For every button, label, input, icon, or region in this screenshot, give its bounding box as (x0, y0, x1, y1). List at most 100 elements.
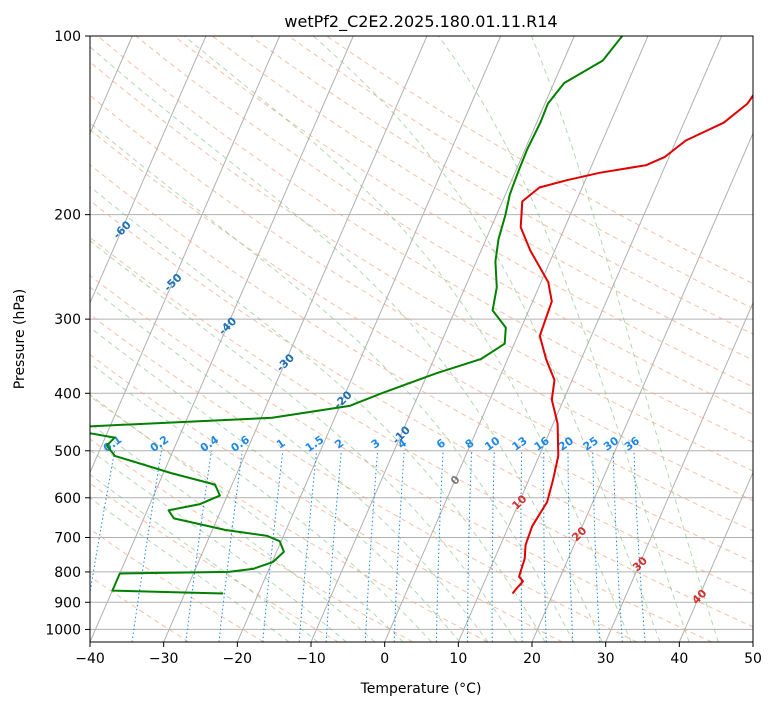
moist-adiabat-line (530, 36, 719, 642)
y-tick-label: 800 (54, 565, 81, 581)
mixing-ratio-label: 0.4 (198, 433, 222, 455)
mixing-ratio-line (491, 450, 495, 642)
mixing-ratio-line (612, 450, 623, 642)
y-tick-label: 600 (54, 491, 81, 507)
dry-adiabat-label: -80 (2, 129, 25, 152)
mixing-ratio-line (592, 450, 601, 642)
dry-adiabat-line (90, 482, 339, 642)
isotherm-line (752, 640, 753, 642)
dry-adiabat-line (250, 36, 753, 335)
moist-adiabat-line (90, 473, 319, 642)
y-tick-label: 300 (54, 312, 81, 328)
dry-adiabat-line (288, 36, 753, 310)
dry-adiabat-label: -10 (390, 423, 413, 446)
y-axis: 100 200 300 400 500 600 700 800 900 1000 (45, 29, 90, 638)
mixing-ratio-line (298, 450, 318, 642)
dry-adiabat-line (135, 36, 753, 415)
mixing-ratio-line (185, 450, 212, 642)
y-tick-label: 200 (54, 208, 81, 224)
isotherm-line (531, 132, 753, 642)
dry-adiabat-line (90, 128, 753, 532)
mixing-ratio-line (520, 450, 523, 642)
background-lines (0, 36, 753, 642)
x-tick-label: 40 (670, 651, 688, 667)
profile-series (90, 36, 753, 595)
dry-adiabat-line (90, 164, 753, 563)
dry-adiabat-line (90, 274, 712, 642)
moist-adiabat-line (312, 36, 661, 642)
mixing-ratio-line (393, 450, 405, 642)
dewpoint-line (90, 36, 623, 595)
y-tick-label: 400 (54, 386, 81, 402)
dry-adiabat-label: -50 (161, 271, 184, 294)
y-tick-label: 900 (54, 595, 81, 611)
x-tick-label: 10 (449, 651, 467, 667)
temperature-line (511, 93, 753, 595)
mixing-ratio-line (218, 450, 243, 642)
x-tick-label: −30 (149, 651, 179, 667)
moist-adiabat-line (90, 449, 347, 642)
isotherm-line (605, 301, 753, 642)
moist-adiabat-line (90, 240, 517, 642)
moist-adiabat-line (183, 36, 632, 642)
isotherm-line (457, 36, 723, 642)
moist-adiabat-line (90, 286, 489, 642)
y-tick-label: 1000 (45, 622, 81, 638)
x-tick-label: 30 (597, 651, 615, 667)
x-tick-label: 20 (523, 651, 541, 667)
dry-adiabat-label: -40 (216, 314, 239, 337)
y-tick-label: 700 (54, 531, 81, 547)
x-tick-label: −10 (296, 651, 326, 667)
mixing-ratio-label: 2 (333, 436, 347, 451)
mixing-ratio-line (633, 450, 646, 642)
dry-adiabat-line (173, 36, 753, 388)
chart-title: wetPf2_C2E2.2025.180.01.11.R14 (284, 12, 557, 32)
dry-adiabat-line (211, 36, 753, 361)
dry-adiabat-line (90, 313, 638, 642)
y-tick-label: 100 (54, 29, 81, 45)
isotherm-line (0, 36, 59, 642)
mixing-ratio-line (325, 450, 342, 642)
mixing-ratio-line (435, 450, 444, 642)
isotherm-line (90, 36, 354, 642)
mixing-ratio-line (364, 450, 379, 642)
isotherm-line (384, 36, 649, 642)
moist-adiabat-line (90, 497, 290, 642)
dry-adiabat-line (90, 354, 563, 642)
moist-adiabat-line (90, 362, 432, 642)
moist-adiabat-line (90, 186, 546, 642)
mixing-ratio-line (567, 450, 574, 642)
isotherm-line (90, 36, 281, 474)
dry-adiabat-line (90, 94, 753, 502)
isotherm-line (678, 471, 753, 642)
isotherm-line (236, 36, 502, 642)
moist-adiabat-label: 20 (569, 524, 589, 544)
x-axis: −40 −30 −20 −10 0 10 20 30 40 50 (75, 642, 762, 667)
moist-adiabat-line (90, 394, 404, 642)
dry-adiabat-label: -60 (111, 218, 134, 241)
mixing-ratio-label: 3 (369, 436, 383, 451)
line-labels: 0.10.20.40.611.52346810131620253036-100-… (2, 129, 710, 607)
mixing-ratio-line (262, 450, 284, 642)
isotherm-line (163, 36, 428, 642)
dry-adiabat-line (90, 236, 753, 628)
y-axis-label: Pressure (hPa) (12, 289, 28, 389)
x-axis-label: Temperature (°C) (360, 681, 482, 697)
moist-adiabat-line (90, 122, 575, 642)
x-tick-label: 0 (380, 651, 389, 667)
dry-adiabat-line (326, 36, 753, 285)
x-tick-label: 50 (744, 651, 762, 667)
dry-adiabat-line (90, 438, 414, 642)
isotherm-line (90, 36, 207, 305)
mixing-ratio-label: 0.6 (229, 433, 253, 455)
moist-adiabat-line (90, 46, 603, 642)
dry-adiabat-line (90, 200, 753, 595)
mixing-ratio-label: 1.5 (303, 433, 326, 455)
moist-adiabat-line (90, 326, 461, 642)
dry-adiabat-label: -70 (57, 172, 80, 195)
moist-adiabat-label: 10 (509, 492, 529, 512)
dry-adiabat-line (90, 528, 264, 642)
mixing-ratio-line (90, 450, 116, 596)
x-tick-label: −20 (223, 651, 253, 667)
